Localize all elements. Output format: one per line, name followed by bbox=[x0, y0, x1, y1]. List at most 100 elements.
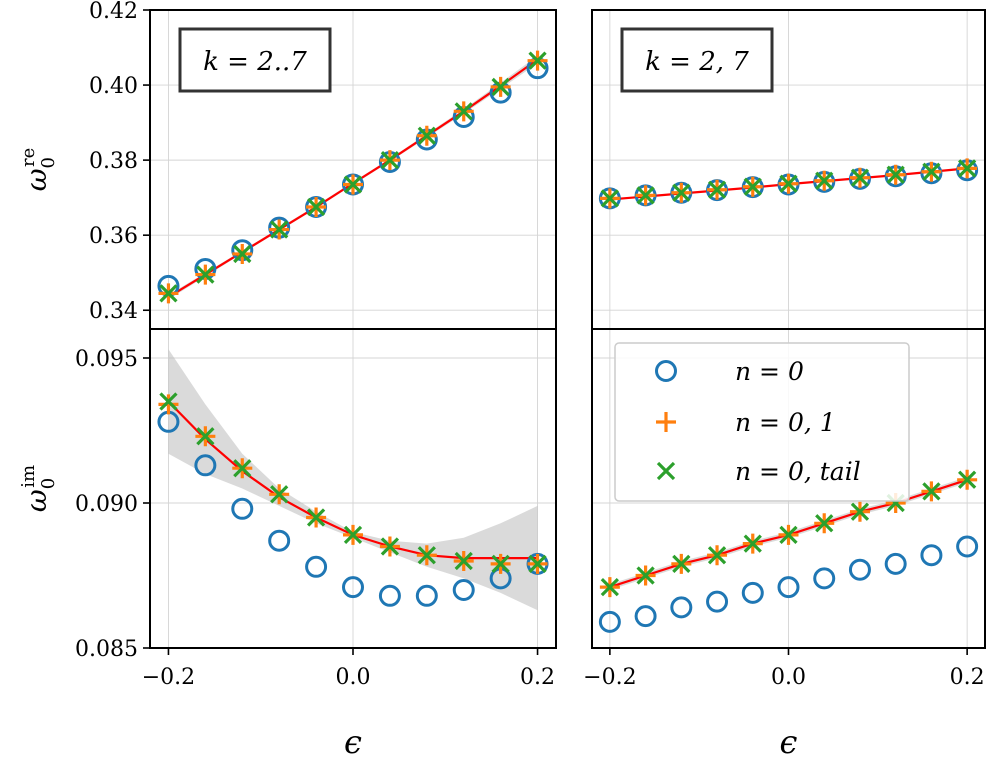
point-n0 bbox=[777, 576, 800, 599]
y-tick-label: 0.40 bbox=[89, 74, 138, 99]
legend-entry: n = 0 bbox=[655, 357, 804, 386]
legend-label: n = 0, 1 bbox=[735, 408, 836, 437]
point-n0 bbox=[956, 535, 979, 558]
panel-top-right: k = 2, 7 bbox=[591, 9, 986, 330]
point-ntail bbox=[886, 165, 905, 184]
point-ntail bbox=[636, 566, 655, 585]
point-ntail bbox=[159, 284, 178, 303]
x-axis-title: ϵ bbox=[344, 723, 362, 760]
panel-label-text: k = 2, 7 bbox=[645, 47, 749, 77]
panel-bottom-left: 0.085 0.090 0.095 −0.2 0.0 0.2 ϵ ω0im bbox=[18, 328, 557, 760]
data-layer bbox=[157, 50, 549, 304]
point-n0 bbox=[305, 555, 328, 578]
point-n0 bbox=[920, 544, 943, 567]
point-ntail bbox=[270, 485, 289, 504]
data-layer bbox=[598, 469, 979, 633]
data-layer bbox=[598, 158, 979, 210]
point-n0 bbox=[634, 605, 657, 628]
point-ntail bbox=[672, 554, 691, 574]
legend-box bbox=[614, 342, 910, 502]
panel-label-text: k = 2..7 bbox=[203, 47, 307, 77]
legend: n = 0 n = 0, 1 n = 0, tail bbox=[614, 342, 910, 502]
point-ntail bbox=[672, 183, 691, 202]
point-ntail bbox=[380, 150, 400, 170]
data-layer bbox=[157, 349, 549, 611]
point-n0 bbox=[342, 576, 364, 599]
point-n0 bbox=[415, 584, 438, 607]
point-n0 bbox=[884, 552, 907, 575]
legend-marker-x bbox=[656, 461, 676, 481]
x-tick-label: −0.2 bbox=[142, 665, 195, 690]
point-ntail bbox=[417, 126, 436, 145]
legend-label: n = 0, tail bbox=[735, 457, 861, 486]
point-ntail bbox=[850, 168, 870, 187]
point-ntail bbox=[815, 514, 834, 533]
panel-label: k = 2..7 bbox=[178, 27, 332, 93]
point-ntail bbox=[196, 427, 215, 446]
panel-bottom-right: −0.2 0.0 0.2 ϵ bbox=[583, 328, 986, 760]
point-ntail bbox=[306, 197, 326, 217]
x-axis-title: ϵ bbox=[780, 723, 798, 760]
legend-marker-circle bbox=[655, 360, 677, 382]
point-ntail bbox=[343, 525, 363, 545]
y-tick-label: 0.42 bbox=[89, 0, 138, 24]
point-ntail bbox=[922, 162, 941, 181]
point-n0 bbox=[378, 584, 401, 607]
x-tick-label: 0.2 bbox=[520, 665, 555, 690]
point-n0 bbox=[452, 579, 475, 601]
panel-top-left: 0.34 0.36 0.38 0.40 0.42 ω0re k = 2..7 bbox=[18, 0, 557, 330]
y-tick-label: 0.36 bbox=[89, 224, 138, 249]
point-ntail bbox=[743, 177, 762, 196]
x-tick-label: 0.0 bbox=[771, 665, 806, 690]
point-ntail bbox=[743, 534, 762, 553]
point-n0 bbox=[813, 567, 836, 590]
panel-label-box bbox=[620, 27, 774, 93]
point-n0 bbox=[670, 596, 693, 619]
point-n0 bbox=[231, 497, 254, 520]
point-ntail bbox=[707, 180, 727, 199]
point-ntail bbox=[454, 551, 473, 571]
y-tick-label: 0.38 bbox=[89, 149, 138, 174]
point-ntail bbox=[850, 502, 870, 521]
point-n0 bbox=[268, 529, 291, 552]
point-n0 bbox=[194, 454, 217, 477]
point-ntail bbox=[159, 392, 178, 411]
point-ntail bbox=[491, 554, 510, 574]
point-ntail bbox=[600, 577, 619, 597]
legend-entry: n = 0, 1 bbox=[656, 408, 836, 437]
legend-entry: n = 0, tail bbox=[656, 457, 861, 486]
legend-label: n = 0 bbox=[735, 357, 804, 386]
point-ntail bbox=[233, 244, 252, 264]
point-n0 bbox=[706, 590, 729, 613]
point-ntail bbox=[815, 171, 834, 190]
point-ntail bbox=[380, 537, 400, 556]
point-ntail bbox=[528, 51, 547, 70]
point-ntail bbox=[958, 159, 977, 178]
point-ntail bbox=[343, 175, 363, 194]
point-ntail bbox=[491, 77, 510, 97]
point-n01 bbox=[158, 394, 179, 415]
point-ntail bbox=[454, 102, 473, 121]
point-ntail bbox=[779, 525, 798, 545]
y-axis-title: ω0im bbox=[18, 465, 59, 512]
panel-label-box bbox=[178, 27, 332, 93]
panel-label: k = 2, 7 bbox=[620, 27, 774, 93]
point-ntail bbox=[958, 470, 977, 489]
point-ntail bbox=[270, 220, 289, 239]
y-tick-label: 0.090 bbox=[75, 492, 138, 517]
point-ntail bbox=[779, 174, 798, 193]
point-ntail bbox=[417, 546, 436, 565]
x-tick-label: 0.2 bbox=[950, 665, 985, 690]
point-ntail bbox=[600, 189, 619, 208]
point-ntail bbox=[636, 186, 655, 205]
y-tick-label: 0.095 bbox=[75, 347, 138, 372]
y-tick-label: 0.085 bbox=[75, 637, 138, 662]
y-axis-title: ω0re bbox=[18, 148, 59, 192]
x-tick-label: 0.0 bbox=[336, 665, 371, 690]
point-ntail bbox=[707, 546, 727, 565]
point-ntail bbox=[233, 459, 252, 478]
y-tick-label: 0.34 bbox=[89, 299, 138, 324]
uncertainty-band bbox=[168, 349, 538, 611]
